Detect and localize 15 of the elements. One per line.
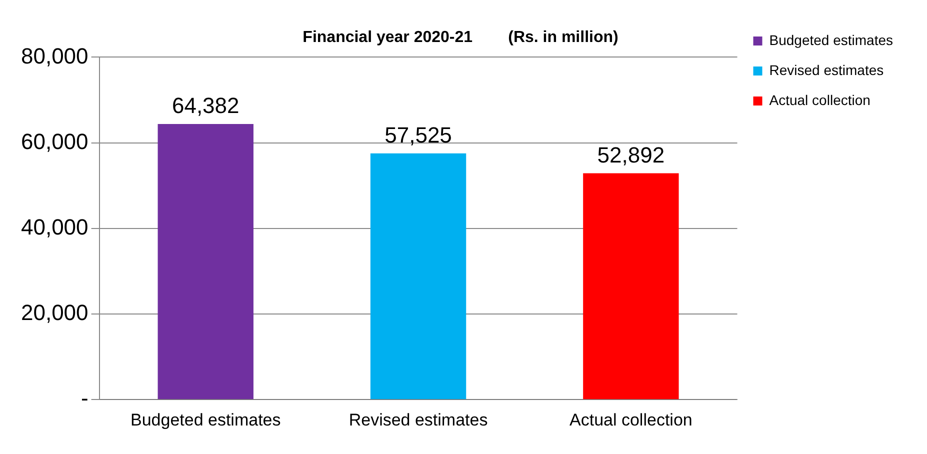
y-tick-label: 80,000 bbox=[20, 43, 88, 68]
legend-label: Revised estimates bbox=[769, 62, 884, 78]
y-tick-label: - bbox=[80, 386, 88, 411]
x-tick-label: Actual collection bbox=[570, 410, 692, 430]
data-label: 52,892 bbox=[597, 142, 665, 168]
chart-title: Financial year 2020-21 (Rs. in million) bbox=[302, 29, 618, 46]
data-label: 64,382 bbox=[172, 93, 240, 118]
data-label: 57,525 bbox=[384, 122, 452, 148]
x-tick-label: Revised estimates bbox=[348, 410, 488, 430]
y-tick-label: 20,000 bbox=[20, 300, 88, 326]
y-tick-label: 60,000 bbox=[20, 128, 88, 154]
x-tick-label: Budgeted estimates bbox=[130, 410, 281, 430]
y-tick-label: 40,000 bbox=[20, 214, 88, 240]
legend-label: Actual collection bbox=[769, 92, 870, 108]
legend-label: Budgeted estimates bbox=[769, 32, 894, 48]
